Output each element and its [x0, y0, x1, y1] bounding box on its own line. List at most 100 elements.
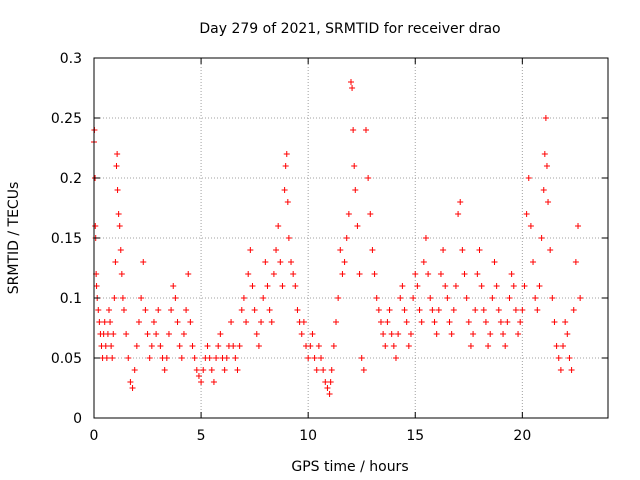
data-point — [115, 211, 122, 217]
data-point — [523, 211, 530, 217]
data-point — [446, 319, 453, 325]
data-point — [322, 379, 329, 385]
data-point — [268, 319, 275, 325]
data-point — [213, 355, 220, 361]
data-point — [536, 283, 543, 289]
data-point — [495, 307, 502, 313]
data-point — [386, 307, 393, 313]
data-point — [541, 151, 548, 157]
data-point — [320, 367, 327, 373]
data-point — [512, 307, 519, 313]
data-point — [114, 151, 121, 157]
data-point — [243, 319, 250, 325]
data-point — [542, 115, 549, 121]
data-point — [380, 331, 387, 337]
data-point — [172, 295, 179, 301]
data-point — [127, 379, 134, 385]
data-point — [318, 355, 325, 361]
data-point — [388, 331, 395, 337]
grid — [94, 58, 608, 418]
data-point — [564, 331, 571, 337]
data-point — [176, 343, 183, 349]
data-point — [266, 307, 273, 313]
data-point — [110, 331, 117, 337]
data-point — [238, 307, 245, 313]
data-point — [103, 355, 110, 361]
y-tick-label: 0.05 — [51, 351, 82, 367]
data-point — [491, 259, 498, 265]
data-point — [112, 259, 119, 265]
data-point — [382, 343, 389, 349]
data-point — [232, 355, 239, 361]
data-point — [255, 343, 262, 349]
data-point — [198, 379, 205, 385]
data-point — [352, 187, 359, 193]
data-point — [300, 319, 307, 325]
data-point — [333, 319, 340, 325]
data-point — [119, 295, 126, 301]
y-tick-label: 0.15 — [51, 231, 82, 247]
data-point — [414, 283, 421, 289]
data-point — [401, 307, 408, 313]
data-point — [116, 223, 123, 229]
data-point — [236, 343, 243, 349]
x-axis: 0 5 10 15 20 — [90, 58, 531, 444]
data-point — [142, 307, 149, 313]
data-point — [95, 307, 102, 313]
data-point — [433, 331, 440, 337]
data-point — [264, 283, 271, 289]
data-point — [425, 271, 432, 277]
data-point — [294, 307, 301, 313]
data-point — [165, 331, 172, 337]
data-point — [245, 271, 252, 277]
data-point — [532, 295, 539, 301]
data-point — [403, 319, 410, 325]
data-point — [527, 223, 534, 229]
data-point — [474, 271, 481, 277]
data-point — [405, 343, 412, 349]
data-point — [375, 307, 382, 313]
data-point — [288, 259, 295, 265]
data-point — [341, 259, 348, 265]
data-point — [157, 343, 164, 349]
data-point — [279, 283, 286, 289]
data-point — [444, 295, 451, 301]
data-point — [457, 199, 464, 205]
data-point — [113, 163, 120, 169]
data-point — [461, 271, 468, 277]
data-point — [557, 367, 564, 373]
data-point — [258, 319, 265, 325]
data-point — [551, 319, 558, 325]
data-point — [260, 295, 267, 301]
data-point — [284, 199, 291, 205]
data-point — [390, 343, 397, 349]
data-point — [195, 373, 202, 379]
data-point — [217, 331, 224, 337]
data-point — [123, 331, 130, 337]
data-point — [187, 319, 194, 325]
data-point — [298, 331, 305, 337]
data-point — [410, 295, 417, 301]
data-point — [553, 343, 560, 349]
data-point — [442, 283, 449, 289]
data-point — [371, 271, 378, 277]
data-point — [369, 247, 376, 253]
data-point — [435, 307, 442, 313]
data-point — [452, 283, 459, 289]
y-tick-label: 0.3 — [60, 51, 82, 67]
data-point — [206, 355, 213, 361]
data-point — [191, 355, 198, 361]
data-point — [148, 343, 155, 349]
data-point — [572, 259, 579, 265]
data-point — [309, 331, 316, 337]
data-point — [570, 307, 577, 313]
x-tick-label: 10 — [299, 428, 317, 444]
data-point — [324, 385, 331, 391]
data-point — [221, 367, 228, 373]
data-point — [339, 271, 346, 277]
data-point — [547, 247, 554, 253]
data-point — [358, 355, 365, 361]
data-point — [105, 307, 112, 313]
data-point — [262, 259, 269, 265]
y-tick-label: 0.2 — [60, 171, 82, 187]
